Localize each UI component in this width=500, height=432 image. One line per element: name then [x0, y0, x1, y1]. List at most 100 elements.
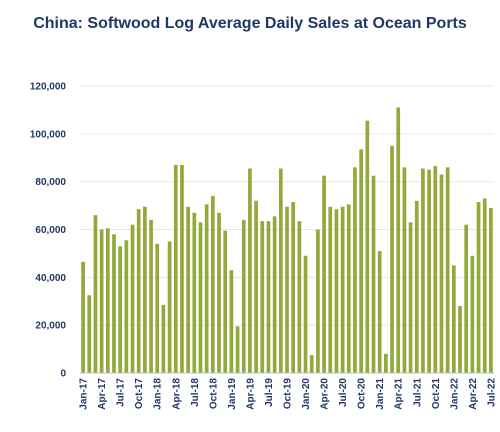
x-tick-label: Jul-22: [486, 378, 497, 407]
bar-Oct-17: [136, 209, 141, 373]
bar-Jun-22: [482, 198, 487, 373]
y-tick-label: 120,000: [30, 82, 67, 93]
y-tick-label: 40,000: [35, 273, 66, 284]
bar-May-21: [402, 167, 407, 373]
x-tick-label: Jan-17: [79, 378, 90, 410]
bar-Apr-22: [470, 255, 475, 373]
bar-Aug-19: [272, 216, 277, 373]
x-axis: Jan-17 Apr-17 Jul-17 Oct-17 Jan-18 Apr-18 Jul-…: [79, 372, 497, 410]
bar-May-19: [254, 200, 258, 373]
bar-Oct-19: [285, 206, 289, 373]
x-tick-label: Apr-18: [171, 378, 182, 410]
bar-Mar-17: [93, 215, 98, 373]
bar-Jul-22: [489, 207, 493, 373]
bar-Jan-20: [303, 255, 308, 373]
x-tick-label: Apr-17: [97, 378, 108, 410]
bar-Aug-18: [198, 222, 203, 373]
bars: [81, 107, 493, 374]
bar-Jun-21: [408, 222, 413, 373]
y-axis: 0 20,000 40,000 60,000 80,000 100,000 120,000: [30, 82, 67, 380]
y-tick-label: 80,000: [35, 177, 66, 188]
bar-Jan-19: [229, 270, 234, 373]
bar-Jul-21: [414, 200, 419, 373]
bar-Apr-19: [248, 168, 252, 373]
bar-May-17: [105, 228, 110, 373]
bar-Feb-19: [235, 326, 240, 373]
bar-Dec-20: [371, 175, 376, 373]
x-tick-label: Jul-18: [190, 378, 201, 407]
bar-Sep-19: [278, 168, 283, 373]
bar-Sep-21: [427, 169, 431, 373]
x-tick-label: Apr-19: [245, 378, 256, 410]
x-tick-label: Jul-17: [116, 378, 127, 407]
bar-Nov-20: [365, 120, 370, 373]
bar-Jan-18: [155, 243, 160, 373]
bar-Aug-21: [421, 168, 425, 373]
bar-Jul-17: [118, 246, 123, 373]
bar-Feb-20: [309, 355, 314, 373]
bar-Aug-17: [124, 240, 129, 373]
x-tick-label: Oct-18: [208, 378, 219, 410]
bar-Nov-21: [439, 174, 444, 373]
x-tick-label: Jul-21: [412, 378, 423, 407]
x-tick-label: Jan-20: [301, 378, 312, 410]
bar-Mar-19: [241, 219, 246, 373]
bar-May-20: [328, 206, 333, 373]
y-tick-label: 0: [60, 369, 66, 380]
bar-Jan-21: [377, 251, 382, 373]
bar-Jan-17: [81, 261, 85, 373]
x-tick-label: Apr-20: [320, 378, 331, 410]
bar-Mar-21: [390, 145, 394, 373]
x-tick-label: Jul-20: [338, 378, 349, 407]
x-tick-label: Apr-22: [468, 378, 479, 410]
bar-Sep-18: [204, 204, 209, 373]
x-tick-label: Apr-21: [394, 378, 405, 410]
bar-Jun-18: [186, 206, 190, 373]
bar-Apr-21: [396, 107, 401, 374]
bar-Dec-21: [445, 167, 450, 373]
bar-Jun-20: [334, 209, 339, 373]
bar-Mar-22: [464, 224, 469, 373]
bar-Feb-17: [87, 295, 92, 373]
bar-Nov-19: [291, 201, 296, 373]
bar-Oct-21: [433, 166, 438, 373]
x-tick-label: Oct-21: [431, 378, 442, 410]
bar-Jul-20: [340, 206, 345, 373]
bar-Oct-18: [210, 196, 215, 373]
bar-Sep-20: [353, 167, 357, 373]
y-tick-label: 20,000: [35, 321, 66, 332]
bar-Dec-17: [149, 219, 153, 373]
chart-title: China: Softwood Log Average Daily Sales …: [33, 15, 467, 32]
x-tick-label: Jan-21: [375, 378, 386, 410]
bar-Nov-17: [143, 206, 147, 373]
bar-Feb-21: [384, 353, 388, 373]
bar-Jul-18: [192, 212, 197, 373]
bar-Jun-17: [112, 234, 116, 373]
bar-Apr-18: [173, 164, 178, 373]
bar-Mar-20: [316, 229, 320, 373]
x-tick-label: Oct-20: [357, 378, 368, 410]
x-tick-label: Jan-18: [153, 378, 164, 410]
x-tick-label: Oct-19: [283, 378, 294, 410]
bar-May-22: [476, 201, 481, 373]
y-tick-label: 60,000: [35, 225, 66, 236]
x-tick-label: Jan-19: [227, 378, 238, 410]
x-tick-label: Oct-17: [134, 378, 145, 410]
bar-Aug-20: [346, 204, 351, 373]
bar-Jul-19: [266, 221, 271, 373]
bar-Oct-20: [359, 149, 364, 373]
bar-Dec-19: [297, 221, 302, 373]
bar-Jun-19: [260, 221, 265, 373]
bar-Mar-18: [167, 241, 172, 373]
x-tick-label: Jul-19: [264, 378, 275, 407]
x-tick-label: Jan-22: [449, 378, 460, 410]
bar-Jan-22: [451, 265, 456, 373]
bar-Feb-18: [161, 304, 166, 373]
bar-Nov-18: [217, 212, 221, 373]
bar-May-18: [180, 164, 184, 373]
bar-Apr-20: [322, 175, 326, 373]
bar-Sep-17: [130, 224, 135, 373]
bar-Feb-22: [458, 306, 462, 373]
bar-Dec-18: [223, 230, 228, 373]
